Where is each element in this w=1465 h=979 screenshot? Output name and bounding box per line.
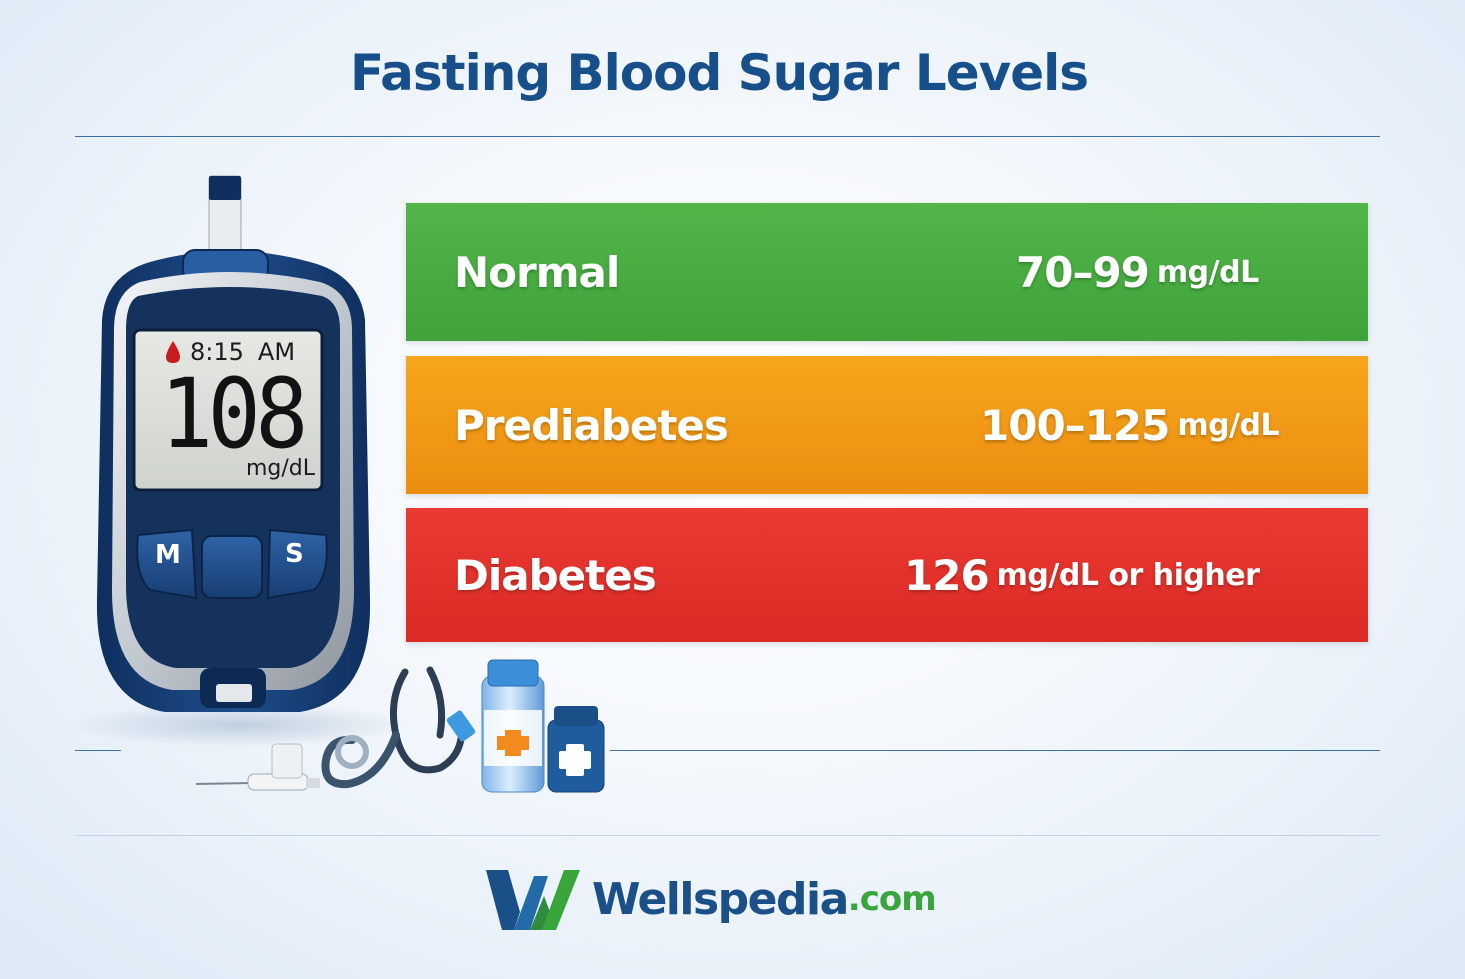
range-label: Prediabetes <box>454 400 729 450</box>
brand-w-icon <box>486 870 580 930</box>
range-number: 100–125 <box>980 400 1170 450</box>
range-unit: mg/dL <box>1156 254 1259 290</box>
range-value: 70–99 mg/dL <box>1016 203 1259 341</box>
brand-name: Wellspedia <box>592 873 849 925</box>
range-value: 126 mg/dL or higher <box>904 508 1260 642</box>
range-unit: mg/dL or higher <box>996 557 1260 593</box>
page-title: Fasting Blood Sugar Levels <box>349 44 1089 102</box>
divider-bottom <box>75 835 1380 836</box>
meter-time: 8:15 <box>190 338 244 366</box>
meter-time-display: 8:15 AM <box>190 338 295 366</box>
range-band-normal: Normal 70–99 mg/dL <box>406 203 1368 341</box>
divider-top <box>75 136 1380 137</box>
range-unit: mg/dL <box>1177 407 1280 443</box>
meter-button-s-label: S <box>285 539 304 569</box>
range-label: Normal <box>454 247 620 297</box>
brand-logo: Wellspedia .com <box>484 864 937 934</box>
range-label: Diabetes <box>454 550 657 600</box>
medicine-bottle-icon <box>481 659 605 793</box>
meter-button-m-label: M <box>155 540 181 570</box>
brand-tld: .com <box>847 879 937 919</box>
range-number: 70–99 <box>1016 247 1150 297</box>
divider-middle-left <box>75 750 121 751</box>
blood-drop-icon <box>166 341 180 363</box>
range-number: 126 <box>904 550 990 600</box>
meter-reading: 108 <box>160 358 308 470</box>
lancet-icon <box>195 743 320 791</box>
divider-middle-right <box>610 750 1380 751</box>
stethoscope-icon <box>321 666 476 789</box>
meter-ampm: AM <box>257 338 296 366</box>
range-band-prediabetes: Prediabetes 100–125 mg/dL <box>406 356 1368 494</box>
glucose-meter-icon <box>70 175 605 793</box>
range-value: 100–125 mg/dL <box>980 356 1280 494</box>
range-band-diabetes: Diabetes 126 mg/dL or higher <box>406 508 1368 642</box>
meter-unit: mg/dL <box>246 456 316 481</box>
